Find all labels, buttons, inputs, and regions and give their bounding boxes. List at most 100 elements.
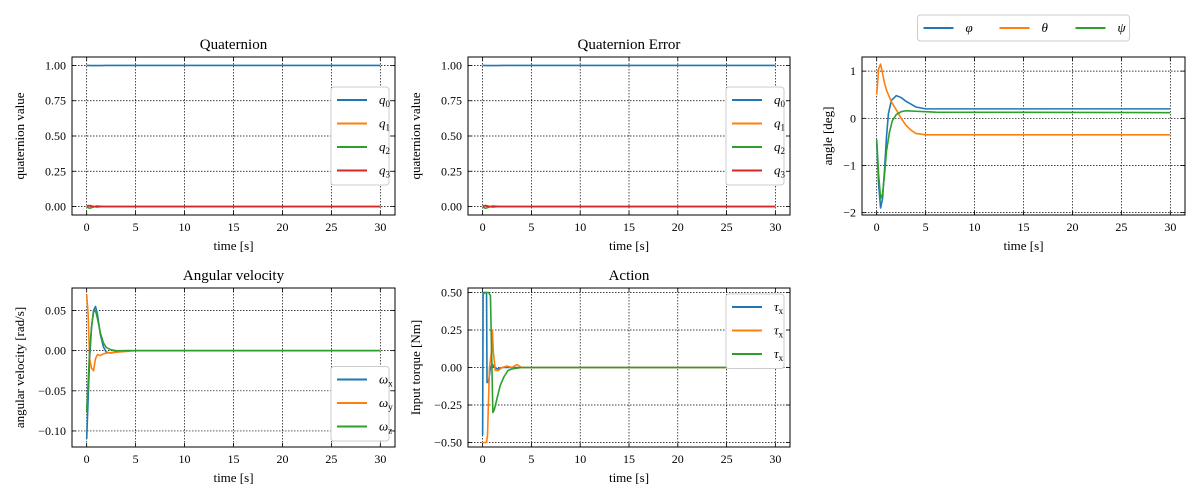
- legend-label: q0: [774, 92, 786, 109]
- x-tick-label: 5: [528, 452, 534, 466]
- chart-title: Quaternion: [200, 37, 268, 53]
- x-axis-label: time [s]: [609, 238, 649, 253]
- legend-label: ωx: [379, 372, 393, 389]
- x-tick-label: 25: [721, 220, 733, 234]
- y-tick-label: 0.50: [441, 129, 462, 143]
- series-group: [875, 63, 1171, 209]
- legend-label: q2: [774, 139, 785, 156]
- legend-label-base: q: [774, 139, 781, 154]
- legend-label-base: q: [379, 92, 386, 107]
- legend-label-base: q: [774, 163, 781, 178]
- series-line-2: [85, 294, 381, 372]
- y-tick-label: −0.05: [38, 384, 66, 398]
- x-tick-label: 30: [374, 452, 386, 466]
- y-tick-label: 0.50: [45, 129, 66, 143]
- subplot-3: 0 5 10 15 20 25 30 −2 −1 0 1 time [s] angle [deg] φ θ ψ: [820, 14, 1186, 253]
- legend-label: q3: [379, 163, 391, 180]
- y-axis-label: Input torque [Nm]: [408, 320, 423, 415]
- y-tick-label: 0.00: [441, 200, 462, 214]
- legend-label-base: τ: [774, 346, 780, 361]
- y-tick-label: 0.75: [441, 94, 462, 108]
- x-axis-label: time [s]: [609, 470, 649, 485]
- legend-label-base: ω: [379, 395, 388, 410]
- x-tick-label: 30: [1164, 220, 1176, 234]
- x-tick-label: 15: [623, 452, 635, 466]
- legend-label-base: φ: [966, 20, 973, 35]
- legend-label-subscript: x: [779, 353, 784, 363]
- legend-label-subscript: 0: [386, 99, 391, 109]
- series-line-4: [482, 204, 776, 208]
- legend-label: τx: [774, 323, 784, 340]
- x-tick-label: 30: [769, 452, 781, 466]
- x-tick-label: 5: [133, 220, 139, 234]
- y-axis-label: angle [deg]: [820, 107, 835, 166]
- legend: ωx ωy ωz: [330, 366, 393, 442]
- legend-label-subscript: 1: [781, 123, 786, 133]
- x-axis-label: time [s]: [213, 238, 253, 253]
- x-tick-label: 20: [276, 452, 288, 466]
- x-axis-label: time [s]: [1003, 238, 1043, 253]
- legend-label-subscript: 2: [781, 146, 786, 156]
- legend-label-base: ψ: [1118, 20, 1127, 35]
- y-tick-label: −2: [843, 206, 856, 220]
- y-tick-label: 0.00: [441, 361, 462, 375]
- x-tick-label: 30: [374, 220, 386, 234]
- x-tick-label: 5: [528, 220, 534, 234]
- legend-label: θ: [1042, 20, 1049, 35]
- x-tick-label: 15: [1018, 220, 1030, 234]
- y-axis-label: angular velocity [rad/s]: [12, 307, 27, 428]
- legend-label: q1: [379, 116, 390, 133]
- legend-box: [725, 86, 785, 186]
- x-tick-label: 15: [228, 220, 240, 234]
- legend-label-subscript: z: [388, 426, 392, 436]
- series-line-2: [875, 63, 1171, 136]
- legend-label: q3: [774, 163, 786, 180]
- x-tick-label: 15: [623, 220, 635, 234]
- legend-label-base: θ: [1042, 20, 1049, 35]
- y-tick-label: 1.00: [45, 58, 66, 72]
- legend-label-subscript: y: [388, 402, 393, 412]
- legend-label: τx: [774, 346, 784, 363]
- chart-title: Action: [609, 268, 650, 284]
- series-group: [86, 64, 381, 210]
- x-tick-label: 10: [179, 452, 191, 466]
- subplot-4: 0 5 10 15 20 25 30 −0.10 −0.05 0.00 0.05 Angular ve…: [12, 268, 396, 485]
- series-line-4: [86, 204, 381, 208]
- legend-label-subscript: 2: [386, 146, 391, 156]
- legend-label-base: τ: [774, 299, 780, 314]
- x-tick-label: 0: [874, 220, 880, 234]
- y-tick-label: −0.10: [38, 424, 66, 438]
- series-group: [482, 64, 776, 210]
- y-tick-label: 0.25: [45, 164, 66, 178]
- x-tick-label: 30: [769, 220, 781, 234]
- legend-label-base: q: [774, 116, 781, 131]
- legend-label: ψ: [1118, 20, 1127, 35]
- x-tick-label: 10: [574, 220, 586, 234]
- series-line-3: [875, 109, 1171, 200]
- chart-title: Quaternion Error: [578, 37, 681, 53]
- legend-label: φ: [966, 20, 973, 35]
- x-tick-label: 15: [228, 452, 240, 466]
- y-tick-label: 1.00: [441, 58, 462, 72]
- x-axis-label: time [s]: [213, 470, 253, 485]
- x-tick-label: 0: [84, 452, 90, 466]
- legend-label: q2: [379, 139, 390, 156]
- y-tick-label: −0.50: [434, 436, 462, 450]
- legend-label-base: q: [379, 139, 386, 154]
- x-tick-label: 25: [325, 452, 337, 466]
- x-tick-label: 20: [276, 220, 288, 234]
- legend-label-subscript: x: [779, 306, 784, 316]
- subplot-5: 0 5 10 15 20 25 30 −0.50 −0.25 0.00 0.25 0.50 Action…: [408, 268, 791, 485]
- x-tick-label: 20: [672, 452, 684, 466]
- x-tick-label: 10: [179, 220, 191, 234]
- y-tick-label: 0: [850, 111, 856, 125]
- x-tick-label: 25: [721, 452, 733, 466]
- legend-label: ωz: [379, 419, 392, 436]
- legend-label: τx: [774, 299, 784, 316]
- y-tick-label: 0.50: [441, 286, 462, 300]
- legend-label: q1: [774, 116, 785, 133]
- subplot-2: 0 5 10 15 20 25 300.000.250.500.751.00Quaterni…: [408, 37, 791, 253]
